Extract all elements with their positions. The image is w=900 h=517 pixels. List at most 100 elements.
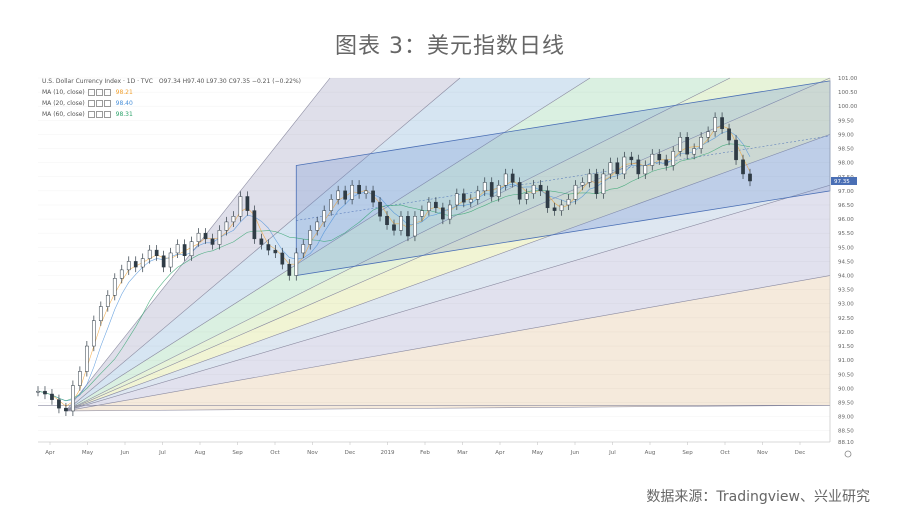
ma-value: 98.31 (115, 111, 133, 118)
ma-label: MA (10, close) (42, 89, 85, 96)
y-tick-label: 100.50 (838, 90, 858, 96)
candle-body (608, 162, 613, 175)
eye-icon[interactable] (87, 100, 95, 107)
price-chart[interactable]: 101.00 100.50 100.00 99.50 99.00 98.50 98.00 97… (30, 70, 870, 465)
ma-label: MA (60, close) (42, 111, 85, 118)
candle-body (287, 263, 292, 276)
candle-body (210, 238, 215, 245)
x-tick-label: Dec (345, 450, 356, 456)
y-tick-label: 88.10 (838, 440, 854, 446)
y-tick-label: 96.00 (838, 217, 854, 223)
y-tick-label: 91.00 (838, 358, 854, 364)
candle-body (657, 153, 662, 161)
candle-body (301, 244, 306, 254)
ma-legend-row[interactable]: MA (10, close) 98.21 (42, 89, 133, 96)
y-tick-label: 93.50 (838, 288, 854, 294)
candle-body (727, 128, 731, 141)
candle-body (64, 407, 68, 412)
x-tick-label: May (532, 450, 544, 456)
candle-body (126, 261, 131, 271)
candle-body (140, 258, 145, 268)
y-tick-label: 101.00 (838, 76, 858, 82)
x-tick-label: Aug (195, 450, 206, 456)
candle-body (441, 207, 445, 220)
candle-body (91, 320, 96, 347)
price-chart-panel[interactable]: 101.00 100.50 100.00 99.50 99.00 98.50 98.00 97… (30, 70, 870, 465)
candle-body (503, 173, 508, 186)
y-tick-label: 94.50 (838, 259, 854, 265)
candle-body (454, 193, 459, 206)
candle-body (203, 232, 208, 240)
eye-icon[interactable] (87, 89, 95, 96)
chart-header: U.S. Dollar Currency Index · 1D · TVC O9… (42, 78, 301, 85)
settings-icon[interactable] (95, 100, 103, 107)
y-tick-label: 90.50 (838, 372, 854, 378)
candle-body (364, 190, 368, 194)
candle-body (273, 249, 278, 254)
candle-body (385, 216, 389, 225)
gann-fan-line (65, 77, 331, 412)
candle-body (496, 184, 501, 197)
candle-body (434, 201, 438, 209)
candle-body (517, 182, 522, 200)
candle-body (399, 216, 403, 231)
candle-body (252, 210, 257, 240)
eye-icon[interactable] (87, 111, 95, 118)
candle-body (217, 230, 222, 245)
gann-fan-line (65, 134, 831, 412)
candle-body (78, 371, 82, 386)
candle-body (161, 255, 166, 268)
candle-body (524, 193, 529, 200)
candle-body (406, 216, 410, 237)
y-tick-label: 98.50 (838, 147, 854, 153)
x-tick-label: Dec (795, 450, 806, 456)
candle-body (189, 241, 194, 257)
candle-body (308, 230, 313, 245)
candle-body (36, 390, 40, 393)
close-icon[interactable] (103, 100, 111, 107)
candle-body (154, 249, 159, 257)
candle-body (601, 173, 606, 194)
candle-body (119, 269, 124, 279)
y-tick-label: 92.50 (838, 316, 854, 322)
candle-body (713, 117, 717, 132)
candle-body (413, 216, 417, 237)
candle-body (468, 199, 473, 203)
close-icon[interactable] (103, 111, 111, 118)
x-tick-label: Nov (757, 450, 768, 456)
candle-body (573, 184, 578, 200)
settings-icon[interactable] (95, 89, 103, 96)
candle-body (545, 190, 550, 209)
candle-body (650, 153, 655, 166)
candle-body (580, 182, 585, 186)
candle-body (350, 184, 354, 200)
candle-body (280, 252, 285, 265)
candle-body (357, 184, 361, 194)
gann-fan-line (65, 184, 831, 412)
candle-body (629, 156, 634, 161)
candle-body (245, 196, 250, 211)
ma-legend-row[interactable]: MA (60, close) 98.31 (42, 111, 133, 118)
candle-body (105, 295, 110, 307)
candle-body (559, 204, 564, 211)
settings-icon[interactable] (95, 111, 103, 118)
x-tick-label: Sep (232, 450, 243, 456)
candle-body (266, 244, 271, 251)
close-icon[interactable] (103, 89, 111, 96)
candle-body (538, 184, 543, 192)
ma-legend-row[interactable]: MA (20, close) 98.40 (42, 100, 133, 107)
x-tick-label: Nov (307, 450, 318, 456)
candle-body (343, 190, 347, 200)
y-tick-label: 100.00 (838, 104, 858, 110)
last-price-label: 97.35 (834, 179, 850, 185)
y-tick-label: 96.50 (838, 203, 854, 209)
gann-fan-line (65, 77, 731, 412)
x-tick-label: Oct (720, 450, 730, 456)
candle-body (71, 385, 75, 412)
y-tick-label: 98.00 (838, 161, 854, 167)
gann-fan-line (65, 275, 831, 412)
candle-body (685, 137, 690, 155)
ohlc-readout: O97.34 H97.40 L97.30 C97.35 −0.21 (−0.22… (158, 78, 301, 85)
symbol-label: U.S. Dollar Currency Index · 1D · TVC (42, 78, 153, 85)
candle-body (57, 399, 61, 409)
